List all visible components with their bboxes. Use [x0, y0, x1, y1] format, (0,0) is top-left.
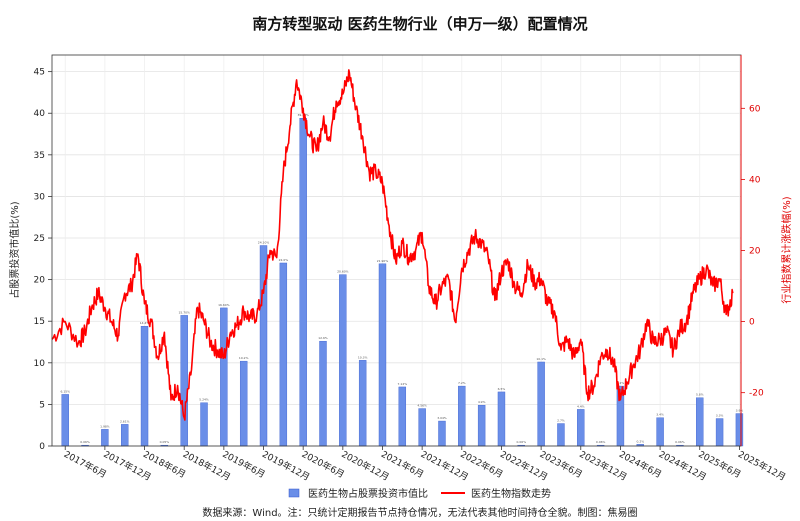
bar-data-label: 22.0% [279, 258, 289, 262]
bar-data-label: 0.2% [636, 439, 644, 443]
bar [180, 315, 188, 447]
x-tick-label: 2017年6月 [62, 448, 109, 480]
bar-data-label: 3.9% [736, 409, 744, 413]
bar [418, 408, 426, 447]
bar-data-label: 21.90% [377, 259, 389, 263]
bar-data-label: 10.2% [239, 356, 249, 360]
bar-data-label: 20.60% [337, 270, 349, 274]
bar-data-label: 10.1% [536, 357, 546, 361]
bar-data-label: 3.04% [437, 416, 447, 420]
bar [200, 402, 208, 447]
bar-data-label: 14.4% [140, 321, 150, 325]
bar [537, 361, 545, 447]
legend-bar-swatch [288, 488, 300, 498]
left-tick-label: 30 [34, 192, 46, 202]
bar-data-label: 0.05% [160, 440, 170, 444]
left-axis-ticks: 0 5 10 15 20 25 30 35 40 45 [34, 68, 52, 452]
bar-data-label: 3.3% [716, 414, 724, 418]
bar-data-label: 6.15% [60, 389, 70, 393]
bar [477, 405, 486, 447]
bar [398, 386, 407, 447]
bar [101, 429, 109, 447]
left-tick-label: 40 [34, 109, 46, 119]
bar [438, 420, 446, 447]
bar-data-label: 5.8% [696, 393, 704, 397]
bar-data-label: 0.06% [675, 440, 685, 444]
bar-data-label: 24.10% [258, 241, 270, 245]
bar [239, 360, 248, 447]
bar [220, 307, 228, 447]
left-tick-label: 35 [34, 151, 45, 161]
left-tick-label: 20 [34, 276, 46, 286]
bar-data-label: 7.2% [458, 381, 466, 385]
grid [52, 55, 741, 447]
bar-data-label: 15.70% [178, 310, 190, 314]
left-tick-label: 45 [34, 68, 45, 78]
footnote: 数据来源：Wind。注：只统计定期报告节点持仓情况，无法代表其他时间持仓全貌。制… [202, 506, 637, 519]
bar [735, 413, 744, 447]
left-axis-label: 占股票投资市值比(%) [8, 201, 21, 298]
bar-data-label: 12.6% [318, 336, 328, 340]
right-tick-label: 40 [749, 175, 761, 185]
bar-labels: 6.15% 0.06% 1.98% 2.61% 14.4% 0.05% 15.70% 5.24… [60, 113, 743, 444]
bar-data-label: 2.7% [557, 419, 565, 423]
bar-data-label: 2.61% [120, 419, 130, 423]
bar-data-label: 4.9% [478, 400, 486, 404]
bar [319, 340, 327, 447]
bar [299, 118, 307, 447]
right-tick-label: -20 [749, 389, 764, 399]
bar-data-label: 0.06% [596, 440, 606, 444]
legend: 医药生物占股票投资市值比 医药生物指数走势 [288, 487, 551, 500]
chart-title: 南方转型驱动 医药生物行业（申万一级）配置情况 [252, 15, 587, 33]
plot-frame [51, 54, 742, 447]
bar-data-label: 3.4% [656, 413, 664, 417]
bar-data-label: 4.56% [417, 404, 427, 408]
bar [497, 391, 506, 447]
bar [61, 394, 69, 447]
bars [61, 118, 744, 447]
bar-data-label: 0.06% [517, 440, 527, 444]
right-tick-label: 0 [749, 318, 755, 328]
right-tick-label: 20 [749, 247, 761, 257]
bar-data-label: 0.06% [80, 440, 90, 444]
left-tick-label: 25 [34, 234, 45, 244]
bar [577, 409, 585, 447]
bar [121, 424, 129, 447]
bar-data-label: 7.12% [398, 382, 408, 386]
left-tick-label: 0 [39, 442, 45, 452]
bar [140, 326, 149, 447]
x-tick-label: 2025年12月 [736, 448, 788, 483]
legend-line-label: 医药生物指数走势 [471, 487, 551, 500]
legend-bar-label: 医药生物占股票投资市值比 [308, 487, 428, 500]
x-axis-ticks: 2017年6月2017年12月2018年6月2018年12月2019年6月201… [62, 446, 788, 483]
left-tick-label: 15 [34, 317, 45, 327]
bar [715, 418, 724, 447]
bar [696, 397, 704, 447]
bar-data-label: 4.4% [577, 404, 585, 408]
bar [339, 274, 347, 447]
bar [557, 423, 565, 447]
bar [656, 417, 664, 447]
right-axis-label: 行业指数累计涨跌幅(%) [780, 196, 793, 303]
index-line-path [51, 69, 734, 421]
left-tick-label: 10 [34, 359, 46, 369]
bar-data-label: 16.60% [218, 303, 230, 307]
bar-data-label: 10.3% [358, 355, 368, 359]
bar-data-label: 6.5% [498, 387, 506, 391]
bar-data-label: 7.2% [617, 381, 625, 385]
bar [358, 360, 367, 447]
bar-data-label: 5.24% [199, 398, 209, 402]
bar-data-label: 1.98% [100, 424, 110, 428]
index-line [51, 69, 734, 421]
bar [458, 385, 466, 447]
right-tick-label: 60 [749, 104, 761, 114]
right-axis-ticks: -20 0 20 40 60 [741, 104, 764, 399]
bar [279, 262, 288, 447]
bar [378, 263, 387, 447]
left-tick-label: 5 [39, 400, 45, 410]
